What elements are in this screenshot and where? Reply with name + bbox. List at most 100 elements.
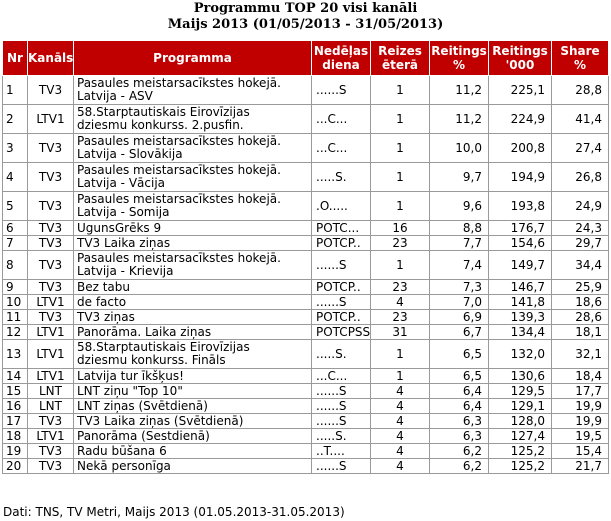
cell-channel: TV3: [27, 162, 74, 192]
table-row: 2 LTV1 58.Starptautiskais Eirovīzijas dzies…: [2, 104, 609, 134]
cell-share: 25,9: [551, 279, 609, 295]
header-share-line2: %: [573, 58, 587, 72]
cell-times: 1: [370, 368, 430, 384]
header-channel: Kanāls: [27, 40, 74, 76]
cell-channel: LTV1: [27, 428, 74, 444]
table-row: 4 TV3 Pasaules meistarsacīkstes hokejā. Lat…: [2, 162, 609, 192]
cell-share: 32,1: [551, 339, 609, 369]
cell-rating-pct: 9,7: [429, 162, 489, 192]
cell-weekday: ...C...: [311, 104, 371, 134]
program-line1: TV3 ziņas: [77, 309, 135, 324]
cell-nr: 12: [2, 324, 28, 340]
table-row: 20 TV3 Nekā personīga ......S 4 6,2 125,2 21,7: [2, 458, 609, 474]
cell-weekday: ......S: [311, 398, 371, 414]
cell-rating-pct: 6,5: [429, 339, 489, 369]
cell-rating-k: 193,8: [488, 191, 552, 221]
cell-program: 58.Starptautiskais Eirovīzijas dziesmu ko…: [73, 104, 312, 134]
cell-times: 1: [370, 250, 430, 280]
cell-rating-pct: 7,7: [429, 235, 489, 251]
cell-nr: 11: [2, 309, 28, 325]
header-nr: Nr: [2, 40, 28, 76]
cell-channel: TV3: [27, 443, 74, 459]
cell-share: 19,9: [551, 413, 609, 429]
cell-times: 1: [370, 133, 430, 163]
header-rating-pct: Reitings%: [429, 40, 489, 76]
table-row: 18 LTV1 Panorāma (Sestdienā) .....S. 4 6,3 127…: [2, 428, 609, 444]
program-line1: Pasaules meistarsacīkstes hokejā.: [77, 76, 281, 90]
cell-times: 4: [370, 458, 430, 474]
cell-channel: TV3: [27, 235, 74, 251]
cell-weekday: POTCP..: [311, 309, 371, 325]
cell-rating-pct: 6,3: [429, 428, 489, 444]
cell-program: Latvija tur īkšķus!: [73, 368, 312, 384]
program-line1: Bez tabu: [77, 279, 131, 294]
cell-rating-pct: 6,9: [429, 309, 489, 325]
cell-share: 29,7: [551, 235, 609, 251]
cell-rating-k: 200,8: [488, 133, 552, 163]
cell-times: 4: [370, 443, 430, 459]
cell-program: Pasaules meistarsacīkstes hokejā. Latvija…: [73, 133, 312, 163]
cell-share: 24,9: [551, 191, 609, 221]
cell-weekday: .....S.: [311, 162, 371, 192]
cell-share: 26,8: [551, 162, 609, 192]
program-line1: Pasaules meistarsacīkstes hokejā.: [77, 192, 281, 206]
cell-nr: 5: [2, 191, 28, 221]
cell-times: 1: [370, 191, 430, 221]
cell-program: Nekā personīga: [73, 458, 312, 474]
cell-rating-k: 225,1: [488, 75, 552, 105]
cell-channel: TV3: [27, 220, 74, 236]
cell-share: 18,1: [551, 324, 609, 340]
cell-share: 18,4: [551, 368, 609, 384]
cell-weekday: POTC...: [311, 220, 371, 236]
cell-times: 1: [370, 162, 430, 192]
cell-rating-pct: 6,5: [429, 368, 489, 384]
cell-nr: 13: [2, 339, 28, 369]
cell-program: 58.Starptautiskais Eirovīzijas dziesmu ko…: [73, 339, 312, 369]
header-share-line1: Share: [560, 44, 600, 58]
cell-share: 28,6: [551, 309, 609, 325]
cell-share: 19,5: [551, 428, 609, 444]
cell-program: Panorāma. Laika ziņas: [73, 324, 312, 340]
table-row: 17 TV3 TV3 Laika ziņas (Svētdienā) ......S 4…: [2, 413, 609, 429]
cell-program: LNT ziņas (Svētdienā): [73, 398, 312, 414]
program-line1: LNT ziņas (Svētdienā): [77, 398, 208, 413]
cell-times: 1: [370, 104, 430, 134]
table-row: 15 LNT LNT ziņu "Top 10" ......S 4 6,4 129,5 17…: [2, 383, 609, 399]
cell-rating-pct: 11,2: [429, 75, 489, 105]
program-line2: Latvija - Krievija: [77, 264, 174, 278]
table-row: 1 TV3 Pasaules meistarsacīkstes hokejā. Lat…: [2, 75, 609, 105]
program-line1: TV3 Laika ziņas: [77, 235, 171, 250]
header-weekday-line1: Nedēļas: [313, 44, 369, 58]
cell-channel: TV3: [27, 191, 74, 221]
data-source-note: Dati: TNS, TV Metri, Maijs 2013 (01.05.2…: [3, 505, 345, 519]
cell-channel: LTV1: [27, 104, 74, 134]
header-times-line1: Reizes: [378, 44, 422, 58]
program-line1: Pasaules meistarsacīkstes hokejā.: [77, 134, 281, 148]
table-row: 19 TV3 Radu būšana 6 ..T.... 4 6,2 125,2 15,4: [2, 443, 609, 459]
cell-share: 19,9: [551, 398, 609, 414]
cell-nr: 1: [2, 75, 28, 105]
table-row: 12 LTV1 Panorāma. Laika ziņas POTCPSS 31 6,7 1…: [2, 324, 609, 340]
cell-times: 4: [370, 398, 430, 414]
cell-program: Panorāma (Sestdienā): [73, 428, 312, 444]
cell-channel: LTV1: [27, 294, 74, 310]
cell-channel: TV3: [27, 458, 74, 474]
program-line2: Latvija - Vācija: [77, 176, 166, 190]
header-share: Share%: [551, 40, 609, 76]
cell-nr: 10: [2, 294, 28, 310]
table-row: 13 LTV1 58.Starptautiskais Eirovīzijas dzie…: [2, 339, 609, 369]
cell-share: 21,7: [551, 458, 609, 474]
header-weekday-line2: diena: [322, 58, 360, 72]
program-line1: Panorāma. Laika ziņas: [77, 324, 212, 339]
table-row: 10 LTV1 de facto ......S 4 7,0 141,8 18,6: [2, 294, 609, 310]
cell-program: Pasaules meistarsacīkstes hokejā. Latvija…: [73, 162, 312, 192]
header-times-line2: ēterā: [381, 58, 419, 72]
program-line1: UgunsGrēks 9: [77, 220, 162, 235]
program-line1: Panorāma (Sestdienā): [77, 428, 210, 443]
cell-times: 23: [370, 235, 430, 251]
program-line1: TV3 Laika ziņas (Svētdienā): [77, 413, 244, 428]
cell-channel: LTV1: [27, 339, 74, 369]
program-line2: Latvija - ASV: [77, 89, 153, 103]
cell-channel: TV3: [27, 250, 74, 280]
cell-rating-pct: 6,7: [429, 324, 489, 340]
